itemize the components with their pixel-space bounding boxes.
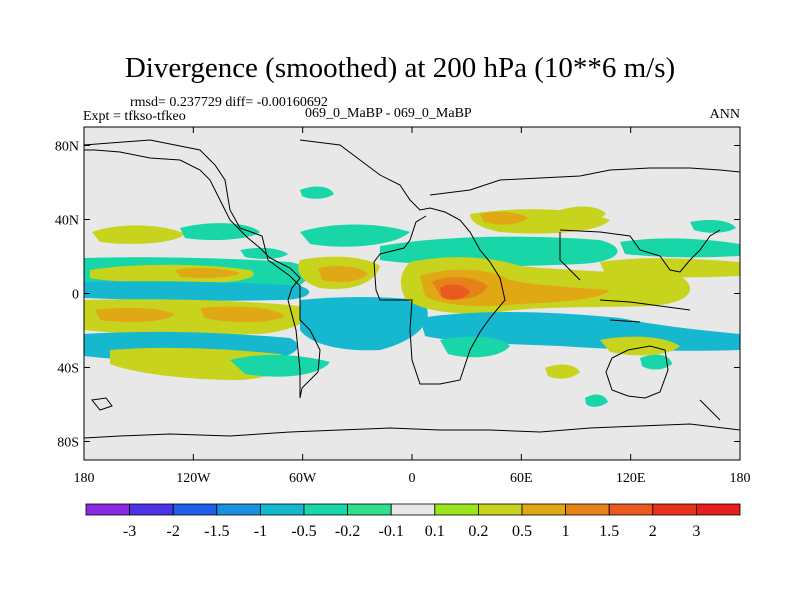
contour-cyan-atlantic-north [300,224,410,247]
colorbar-swatch [696,503,741,516]
colorbar-swatch [172,503,218,516]
contour-cyan-southern-ocean-3 [640,354,672,370]
contour-cyan-pacific-nw [690,220,736,233]
x-tick-label: 180 [74,471,95,486]
contour-cyan-southern-ocean-2 [585,394,608,407]
contour-cyan-equator [84,281,310,301]
contour-green-indian-south [600,336,680,356]
coastlines [84,139,740,439]
contour-cyan-south-atlantic [230,354,330,377]
x-tick-label: 120W [176,471,211,486]
colorbar-label: -0.2 [335,523,360,540]
colorbar-swatch [129,503,174,516]
contour-green-southern-ocean-1 [545,364,580,379]
x-tick-label: 180 [730,471,751,486]
contour-orange-asia-band [480,211,528,225]
y-tick-label: 80S [57,436,79,451]
coastline-indonesia [599,299,691,323]
contour-green-east-band [600,258,740,278]
contour-orange-south-pacific-2 [200,306,285,323]
coastline-asia [429,167,740,281]
contour-green-far-east [560,206,606,221]
colorbar-label: -3 [123,523,136,540]
case-label: 069_0_MaBP - 069_0_MaBP [305,106,472,121]
colorbar-swatch [303,503,348,516]
x-tick-label: 0 [409,471,416,486]
x-tick-label: 120E [616,471,646,486]
colorbar-swatch [477,503,523,516]
coastline-antarctica [84,423,740,439]
colorbar-label: -0.5 [291,523,316,540]
y-tick-label: 40S [57,362,79,377]
contour-orange-north-pacific [175,267,240,278]
contour-cyan-africa-south [440,336,510,358]
y-tick-label: 0 [72,288,79,303]
contour-fields [84,186,740,407]
colorbar-label: -2 [167,523,180,540]
colorbar-label: 0.1 [425,523,445,540]
colorbar-label: -0.1 [379,523,404,540]
contour-cyan-atlantic-band [300,297,428,351]
colorbar-swatch [565,503,610,516]
contour-orange-south-pacific [95,307,175,322]
coastline-south-america-tip [91,397,113,411]
contour-cyan-np-east [240,247,288,259]
colorbar-label: 0.2 [468,523,488,540]
colorbar-swatch [521,503,566,516]
colorbar-swatch [652,503,697,516]
colorbar-label: 0.5 [512,523,532,540]
contour-cyan-southern-ocean-4 [300,186,334,199]
season-label: ANN [709,107,740,122]
colorbar: -3 -2 -1.5 -1 -0.5 -0.2 -0.1 0.1 0.2 0.5 1 1.5 2 3 [85,503,741,540]
colorbar-swatch [347,503,392,516]
rmsd-label: rmsd= 0.237729 diff= -0.00160692 [130,95,328,110]
coastline-greenland-europe [299,139,506,385]
colorbar-swatch [216,503,261,516]
axis-ticks: 180 120W 60W 0 60E 120E 180 80N 40N 0 40S 80S [55,127,751,486]
colorbar-swatch [434,503,479,516]
colorbar-swatch [390,503,436,516]
coastline-americas [84,139,321,399]
colorbar-label: -1 [254,523,267,540]
x-tick-label: 60E [510,471,533,486]
plot-title: Divergence (smoothed) at 200 hPa (10**6 … [124,52,676,84]
colorbar-label: 3 [692,523,700,540]
contour-orange-atlantic [318,266,368,282]
y-tick-label: 40N [55,214,79,229]
contour-red-africa [440,284,470,300]
colorbar-swatch [608,503,654,516]
coastline-australia [605,345,669,399]
colorbar-label: -1.5 [204,523,229,540]
x-tick-label: 60W [289,471,317,486]
experiment-label: Expt = tfkso-tfkeo [83,109,186,124]
coastline-nz [699,399,721,421]
colorbar-swatch [259,503,305,516]
contour-green-np-high [92,225,185,244]
colorbar-label: 1 [562,523,570,540]
colorbar-label: 2 [649,523,657,540]
y-tick-label: 80N [55,140,79,155]
colorbar-label: 1.5 [599,523,619,540]
colorbar-swatch [85,503,130,516]
